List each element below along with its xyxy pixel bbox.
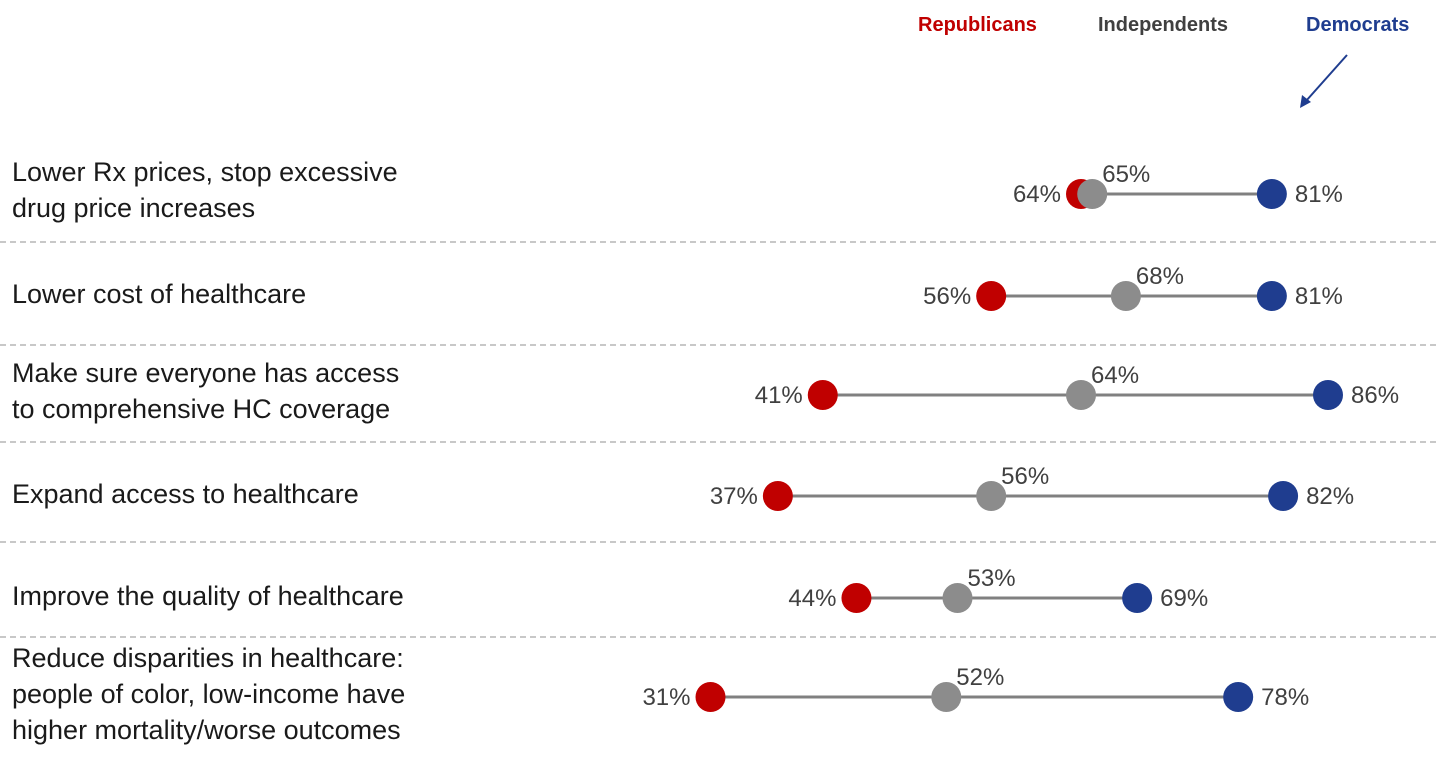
- value-label-independents: 53%: [968, 565, 1016, 592]
- value-label-democrats: 69%: [1160, 585, 1208, 612]
- value-label-republicans: 31%: [642, 684, 690, 711]
- dot-republicans: [841, 583, 872, 613]
- legend: Republicans Independents Democrats: [0, 14, 1436, 54]
- row-label: Lower cost of healthcare: [12, 279, 307, 309]
- value-label-democrats: 86%: [1351, 382, 1399, 409]
- dot-independents: [1077, 179, 1108, 209]
- value-label-independents: 52%: [956, 664, 1004, 691]
- row-label: Lower Rx prices, stop excessive drug pri…: [12, 157, 398, 223]
- value-label-democrats: 78%: [1261, 684, 1309, 711]
- dot-democrats: [1256, 281, 1287, 311]
- dot-independents: [942, 583, 973, 613]
- value-label-independents: 68%: [1136, 263, 1184, 290]
- value-label-independents: 65%: [1102, 161, 1150, 188]
- dot-democrats: [1268, 481, 1299, 511]
- legend-arrow-line: [1305, 54, 1348, 102]
- dot-republicans: [807, 380, 838, 410]
- value-label-republicans: 41%: [755, 382, 803, 409]
- dot-democrats: [1122, 583, 1153, 613]
- row-label: Reduce disparities in healthcare: people…: [12, 643, 406, 745]
- value-label-independents: 56%: [1001, 463, 1049, 490]
- dot-republicans: [695, 682, 726, 712]
- value-label-republicans: 37%: [710, 483, 758, 510]
- legend-republicans: Republicans: [918, 14, 1037, 36]
- legend-arrow-head: [1300, 95, 1311, 108]
- dot-independents: [1066, 380, 1096, 410]
- row-label: Expand access to healthcare: [12, 479, 359, 509]
- dot-independents: [931, 682, 962, 712]
- value-label-democrats: 81%: [1295, 283, 1343, 310]
- dot-democrats: [1313, 380, 1343, 410]
- value-label-independents: 64%: [1091, 362, 1139, 389]
- legend-independents: Independents: [1098, 14, 1229, 36]
- value-label-democrats: 82%: [1306, 483, 1354, 510]
- dot-republicans: [976, 281, 1007, 311]
- row-label: Make sure everyone has access to compreh…: [12, 358, 400, 424]
- legend-democrats: Democrats: [1306, 14, 1410, 36]
- value-label-democrats: 81%: [1295, 181, 1343, 208]
- dot-independents: [976, 481, 1007, 511]
- dot-democrats: [1256, 179, 1287, 209]
- value-label-republicans: 44%: [788, 585, 836, 612]
- value-label-republicans: 56%: [923, 283, 971, 310]
- dot-republicans: [762, 481, 793, 511]
- dot-democrats: [1223, 682, 1254, 712]
- row-label: Improve the quality of healthcare: [12, 581, 404, 611]
- dot-independents: [1110, 281, 1141, 311]
- value-label-republicans: 64%: [1013, 181, 1061, 208]
